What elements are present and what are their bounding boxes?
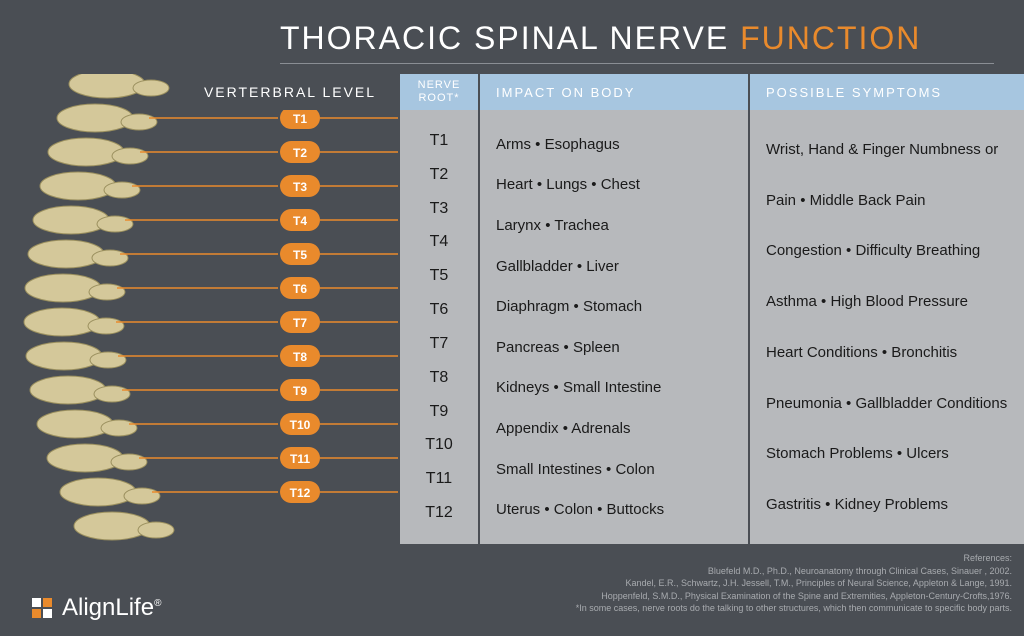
symptoms-list: Wrist, Hand & Finger Numbness or Pain • M… <box>750 110 1024 544</box>
impact-item: Diaphragm • Stomach <box>496 298 732 315</box>
vertebra-body <box>26 342 102 370</box>
vertebra-body <box>33 206 109 234</box>
header-symptoms: POSSIBLE SYMPTOMS <box>750 74 1024 110</box>
symptoms-item: Gastritis • Kidney Problems <box>766 496 1008 513</box>
header-vertebral-level: VERTERBRAL LEVEL <box>180 74 400 110</box>
symptoms-item: Pain • Middle Back Pain <box>766 192 1008 209</box>
vertebra-badge-label: T11 <box>290 452 310 466</box>
vertebra-badge-label: T2 <box>293 146 307 160</box>
nerve-root-item: T7 <box>400 335 478 353</box>
nerve-root-item: T4 <box>400 233 478 251</box>
vertebra-process <box>124 488 160 504</box>
vertebra-body <box>24 308 100 336</box>
symptoms-item: Stomach Problems • Ulcers <box>766 445 1008 462</box>
vertebra-process <box>112 148 148 164</box>
page-title: THORACIC SPINAL NERVE FUNCTION <box>280 20 994 57</box>
impact-item: Larynx • Trachea <box>496 217 732 234</box>
logo-text: AlignLife® <box>62 594 161 622</box>
vertebra-process <box>90 352 126 368</box>
title-accent: FUNCTION <box>740 20 921 56</box>
nerve-root-column: NERVE ROOT* T1 T2 T3 T4 T5 T6 T7 T8 T9 T10 T11 T12 <box>400 74 480 544</box>
vertebra-body <box>25 274 101 302</box>
nerve-root-item: T3 <box>400 200 478 218</box>
nerve-root-item: T2 <box>400 166 478 184</box>
nerve-root-item: T8 <box>400 369 478 387</box>
references-title: References: <box>0 552 1012 565</box>
nerve-root-item: T9 <box>400 403 478 421</box>
symptoms-item: Pneumonia • Gallbladder Conditions <box>766 395 1008 412</box>
vertebra-process <box>101 420 137 436</box>
impact-item: Heart • Lungs • Chest <box>496 176 732 193</box>
vertebra-body <box>74 512 150 540</box>
vertebra-body <box>37 410 113 438</box>
vertebra-badge-label: T1 <box>293 112 307 126</box>
vertebra-body <box>57 104 133 132</box>
header-nerve-root: NERVE ROOT* <box>400 74 478 110</box>
header-impact: IMPACT ON BODY <box>480 74 748 110</box>
nerve-root-item: T5 <box>400 267 478 285</box>
reference-line: Kandel, E.R., Schwartz, J.H. Jessell, T.… <box>0 577 1012 590</box>
content-row: T1 T2 T3 T4 T5 T6 T7 T8 T9 T10 T11 T12 VERTERBRAL L… <box>0 74 1024 544</box>
symptoms-item: Asthma • High Blood Pressure <box>766 293 1008 310</box>
impact-item: Gallbladder • Liver <box>496 258 732 275</box>
title-main: THORACIC SPINAL NERVE <box>280 20 740 56</box>
nerve-root-item: T10 <box>400 436 478 454</box>
spine-diagram: T1 T2 T3 T4 T5 T6 T7 T8 T9 T10 T11 T12 <box>0 74 400 544</box>
logo-icon <box>30 596 54 620</box>
vertebra-body <box>60 478 136 506</box>
vertebra-body <box>47 444 123 472</box>
impact-item: Kidneys • Small Intestine <box>496 379 732 396</box>
vertebra-badge-label: T10 <box>290 418 311 432</box>
impact-list: Arms • Esophagus Heart • Lungs • Chest Lar… <box>480 110 748 544</box>
impact-item: Small Intestines • Colon <box>496 461 732 478</box>
title-underline <box>280 63 994 64</box>
vertebra-badge-label: T7 <box>293 316 307 330</box>
vertebra-process <box>133 80 169 96</box>
vertebra-process <box>88 318 124 334</box>
symptoms-item: Congestion • Difficulty Breathing <box>766 242 1008 259</box>
vertebra-body <box>40 172 116 200</box>
symptoms-item: Heart Conditions • Bronchitis <box>766 344 1008 361</box>
vertebra-badge-label: T5 <box>293 248 307 262</box>
vertebra-process <box>89 284 125 300</box>
vertebra-process <box>111 454 147 470</box>
vertebra-body <box>30 376 106 404</box>
vertebra-badge-label: T8 <box>293 350 307 364</box>
spine-column: T1 T2 T3 T4 T5 T6 T7 T8 T9 T10 T11 T12 VERTERBRAL L… <box>0 74 400 544</box>
impact-item: Uterus • Colon • Buttocks <box>496 501 732 518</box>
vertebra-body <box>48 138 124 166</box>
vertebra-badge-label: T6 <box>293 282 307 296</box>
nerve-root-item: T12 <box>400 504 478 522</box>
impact-item: Pancreas • Spleen <box>496 339 732 356</box>
vertebra-process <box>121 114 157 130</box>
nerve-root-item: T11 <box>400 470 478 488</box>
impact-column: IMPACT ON BODY Arms • Esophagus Heart • L… <box>480 74 750 544</box>
nerve-root-item: T1 <box>400 132 478 150</box>
symptoms-item: Wrist, Hand & Finger Numbness or <box>766 141 1008 158</box>
vertebra-badge-label: T9 <box>293 384 307 398</box>
vertebra-badge-label: T3 <box>293 180 307 194</box>
nerve-root-list: T1 T2 T3 T4 T5 T6 T7 T8 T9 T10 T11 T12 <box>400 110 478 544</box>
vertebra-badge-label: T4 <box>293 214 307 228</box>
vertebra-badge-label: T12 <box>290 486 311 500</box>
vertebra-body <box>28 240 104 268</box>
symptoms-column: POSSIBLE SYMPTOMS Wrist, Hand & Finger N… <box>750 74 1024 544</box>
nerve-root-item: T6 <box>400 301 478 319</box>
impact-item: Appendix • Adrenals <box>496 420 732 437</box>
vertebra-process <box>92 250 128 266</box>
vertebra-process <box>94 386 130 402</box>
vertebra-process <box>104 182 140 198</box>
vertebra-process <box>138 522 174 538</box>
vertebra-process <box>97 216 133 232</box>
logo: AlignLife® <box>30 594 161 622</box>
impact-item: Arms • Esophagus <box>496 136 732 153</box>
reference-line: Bluefeld M.D., Ph.D., Neuroanatomy throu… <box>0 565 1012 578</box>
